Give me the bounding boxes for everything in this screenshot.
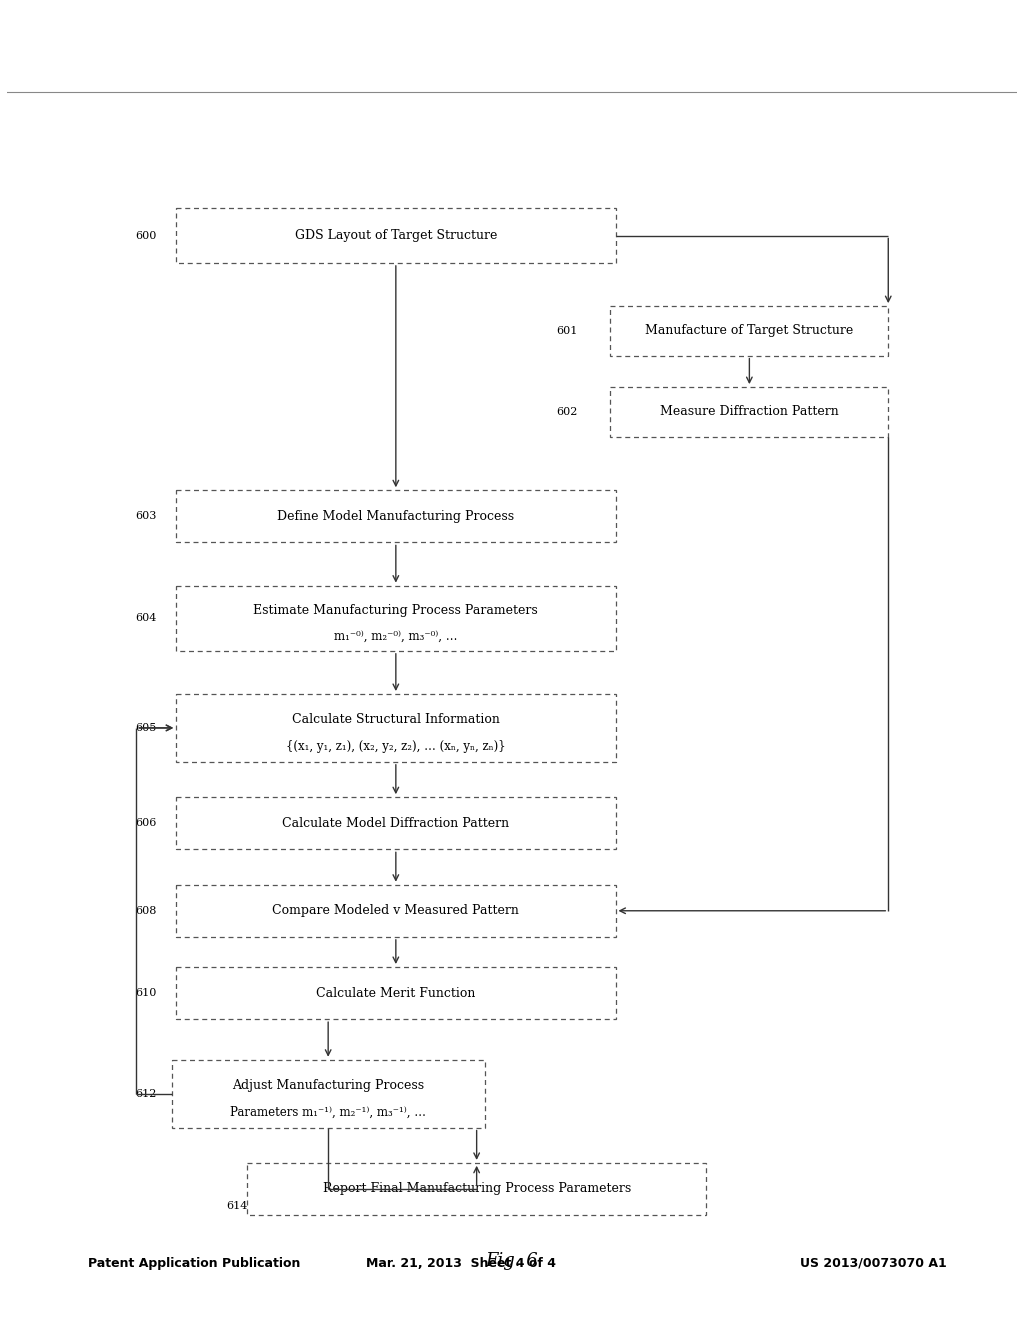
Text: 601: 601 [556,326,578,335]
FancyBboxPatch shape [610,387,888,437]
Text: Adjust Manufacturing Process: Adjust Manufacturing Process [232,1078,424,1092]
Text: 602: 602 [556,407,578,417]
FancyBboxPatch shape [176,797,615,849]
Text: Estimate Manufacturing Process Parameters: Estimate Manufacturing Process Parameter… [254,603,539,616]
FancyBboxPatch shape [176,490,615,543]
Text: Calculate Structural Information: Calculate Structural Information [292,713,500,726]
Text: Manufacture of Target Structure: Manufacture of Target Structure [645,325,853,338]
Text: Report Final Manufacturing Process Parameters: Report Final Manufacturing Process Param… [323,1183,631,1196]
FancyBboxPatch shape [176,586,615,651]
Text: Define Model Manufacturing Process: Define Model Manufacturing Process [278,510,514,523]
FancyBboxPatch shape [176,209,615,263]
Text: US 2013/0073070 A1: US 2013/0073070 A1 [800,1257,946,1270]
FancyBboxPatch shape [176,968,615,1019]
Text: 605: 605 [135,723,157,733]
Text: 603: 603 [135,511,157,521]
Text: 606: 606 [135,818,157,828]
Text: Fig. 6: Fig. 6 [485,1251,539,1270]
Text: 600: 600 [135,231,157,240]
Text: Patent Application Publication: Patent Application Publication [88,1257,300,1270]
Text: Calculate Merit Function: Calculate Merit Function [316,986,475,999]
Text: 612: 612 [135,1089,157,1098]
FancyBboxPatch shape [176,694,615,762]
Text: Mar. 21, 2013  Sheet 4 of 4: Mar. 21, 2013 Sheet 4 of 4 [367,1257,556,1270]
Text: Calculate Model Diffraction Pattern: Calculate Model Diffraction Pattern [283,817,509,830]
Text: 608: 608 [135,906,157,916]
FancyBboxPatch shape [172,1060,484,1127]
FancyBboxPatch shape [247,1163,707,1216]
FancyBboxPatch shape [610,306,888,355]
Text: Compare Modeled v Measured Pattern: Compare Modeled v Measured Pattern [272,904,519,917]
FancyBboxPatch shape [176,884,615,937]
Text: GDS Layout of Target Structure: GDS Layout of Target Structure [295,228,497,242]
Text: m₁⁻⁰⁾, m₂⁻⁰⁾, m₃⁻⁰⁾, …: m₁⁻⁰⁾, m₂⁻⁰⁾, m₃⁻⁰⁾, … [334,630,458,643]
Text: 614: 614 [226,1201,248,1210]
Text: {(x₁, y₁, z₁), (x₂, y₂, z₂), … (xₙ, yₙ, zₙ)}: {(x₁, y₁, z₁), (x₂, y₂, z₂), … (xₙ, yₙ, … [286,741,506,754]
Text: 610: 610 [135,989,157,998]
Text: Parameters m₁⁻¹⁾, m₂⁻¹⁾, m₃⁻¹⁾, …: Parameters m₁⁻¹⁾, m₂⁻¹⁾, m₃⁻¹⁾, … [230,1106,426,1119]
Text: 604: 604 [135,614,157,623]
Text: Measure Diffraction Pattern: Measure Diffraction Pattern [660,405,839,418]
